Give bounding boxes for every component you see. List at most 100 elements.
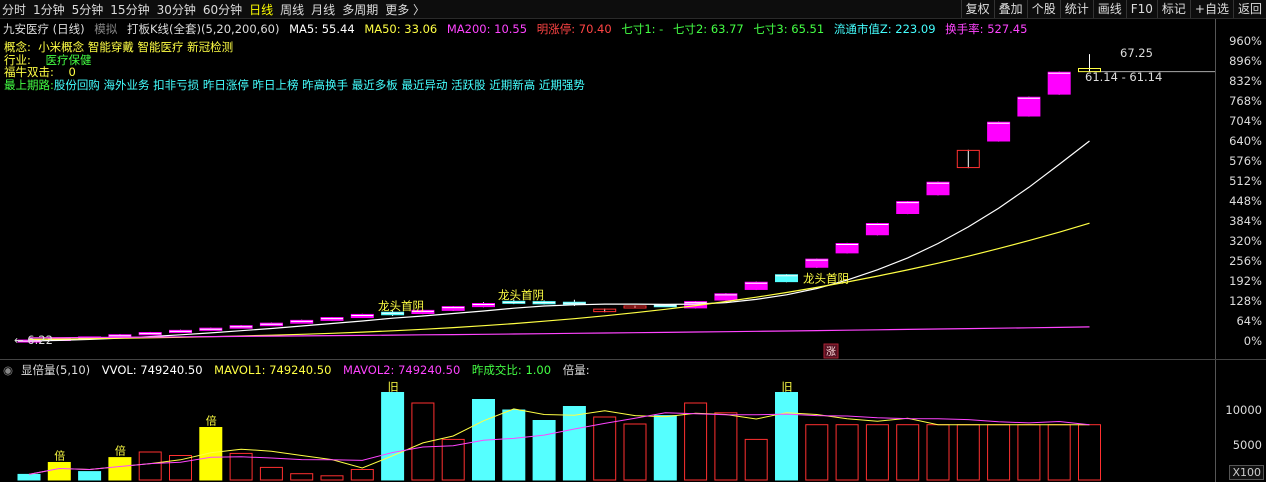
concept-value: 小米概念 智能穿戴 智能医疗 新冠检测 [38, 40, 234, 54]
volume-bar [1078, 424, 1101, 481]
ma200-value: MA200: 10.55 [446, 22, 528, 36]
period-tab-2[interactable]: 5分钟 [71, 2, 104, 17]
volume-panel[interactable]: 倍倍倍旧旧 ◉ 显倍量(5,10) VVOL: 749240.50 MAVOL1:… [0, 359, 1266, 482]
kline-panel[interactable]: 龙头首阴 龙头首阴 龙头首阴 67.25 61.14 - 61.14 ← 6.22 涨 九安… [0, 19, 1266, 359]
period-tab-10[interactable]: 更多 〉 [385, 2, 426, 17]
volume-bar [138, 451, 162, 481]
candle-body [593, 308, 617, 313]
period-tab-6[interactable]: 日线 [249, 2, 274, 17]
volume-chart[interactable]: 倍倍倍旧旧 [0, 360, 1216, 482]
tool-button-3[interactable]: 统计 [1059, 0, 1093, 18]
zhang-label: 涨 [826, 346, 836, 358]
volume-bar [502, 409, 526, 481]
price-axis-tick: 0% [1243, 334, 1262, 348]
mavol2-value: MAVOL2: 749240.50 [343, 363, 461, 377]
qc3-value: 七寸3: 65.51 [753, 22, 825, 36]
period-tab-9[interactable]: 多周期 [342, 2, 379, 17]
candle-body [472, 303, 495, 308]
volume-bar [805, 424, 829, 481]
dragon-label: 龙头首阴 [378, 299, 424, 313]
period-tab-5[interactable]: 60分钟 [202, 2, 243, 17]
candle-body [1047, 71, 1071, 95]
volume-bar [684, 402, 708, 481]
jiu-marker: 旧 [782, 381, 793, 394]
tool-button-0[interactable]: 复权 [960, 0, 994, 18]
tags-label: 最上期路: [4, 77, 54, 92]
vvol-value: VVOL: 749240.50 [101, 363, 203, 377]
tool-button-1[interactable]: 叠加 [993, 0, 1027, 18]
concept-label: 概念: [4, 40, 31, 54]
volume-axis-tick: 10000 [1225, 403, 1262, 417]
price-axis-tick: 704% [1229, 114, 1262, 128]
period-tab-8[interactable]: 月线 [311, 2, 336, 17]
mavol1-line [28, 408, 1090, 475]
tool-button-7[interactable]: +自选 [1189, 0, 1233, 18]
tags-value: 股份回购 海外业务 扣非亏损 昨日涨停 昨日上榜 昨高换手 最近多板 最近异动 … [53, 77, 585, 92]
tool-button-6[interactable]: 标记 [1156, 0, 1190, 18]
stock-name[interactable]: 九安医疗 (日线) [3, 22, 85, 36]
candle-body [805, 258, 829, 268]
volume-bar [865, 424, 889, 481]
qc2-value: 七寸2: 63.77 [672, 22, 744, 36]
candle-body [956, 149, 980, 169]
period-tab-3[interactable]: 15分钟 [110, 2, 150, 17]
ma50-value: MA50: 33.06 [364, 22, 438, 36]
ma50-line [28, 222, 1090, 340]
volume-bar [956, 424, 980, 481]
candle-body [350, 313, 374, 319]
price-axis-tick: 512% [1229, 174, 1262, 188]
candle-body [714, 293, 738, 301]
candle-body [775, 274, 798, 283]
volume-bar [78, 471, 102, 481]
period-tab-7[interactable]: 周线 [280, 2, 305, 17]
volume-bar [775, 392, 798, 481]
last-range-label: 61.14 - 61.14 [1085, 70, 1162, 84]
volume-legend: ◉ 显倍量(5,10) VVOL: 749240.50 MAVOL1: 74924… [3, 362, 598, 378]
vol-title[interactable]: 显倍量(5,10) [21, 363, 91, 377]
price-axis-tick: 832% [1229, 74, 1262, 88]
mode-label[interactable]: 模拟 [94, 22, 118, 36]
volume-bar [1047, 424, 1071, 481]
volume-axis: 10000 5000 [1215, 360, 1266, 482]
jiu-marker: 旧 [388, 381, 399, 394]
high-price-label: 67.25 [1120, 46, 1153, 60]
candle-body [865, 223, 889, 236]
indicator-name[interactable]: 打板K线(全套)(5,20,200,60) [126, 22, 280, 36]
tool-button-5[interactable]: F10 [1125, 0, 1157, 18]
vol-indicator-icon[interactable]: ◉ [3, 363, 14, 377]
tool-button-4[interactable]: 画线 [1092, 0, 1126, 18]
candle-body [835, 243, 859, 254]
volume-bar [320, 475, 344, 481]
price-axis-tick: 768% [1229, 94, 1262, 108]
dragon-label: 龙头首阴 [803, 271, 849, 285]
price-axis-tick: 192% [1229, 274, 1262, 288]
bei-marker: 倍 [115, 444, 126, 458]
volume-bar [835, 424, 859, 481]
volume-bar [169, 455, 192, 481]
volume-bar [714, 412, 738, 481]
period-tab-1[interactable]: 1分钟 [33, 2, 65, 17]
bei-marker: 倍 [54, 449, 65, 463]
price-axis-tick: 64% [1236, 314, 1262, 328]
bei-marker: 倍 [206, 414, 217, 428]
candle-body [411, 309, 435, 314]
mavol1-value: MAVOL1: 749240.50 [214, 363, 332, 377]
dragon-label: 龙头首阴 [498, 288, 544, 302]
tool-button-8[interactable]: 返回 [1232, 0, 1266, 18]
zhang-badge [823, 343, 839, 359]
mktcap-value: 流通市值Z: 223.09 [833, 22, 936, 36]
top-toolbar: 分时 1分钟 5分钟 15分钟 30分钟 60分钟 日线 周线 月线 多周期 更多 〉 复权 叠加 个股… [0, 0, 1266, 19]
fuliu-label: 福牛双击: [4, 65, 54, 79]
volume-bar [290, 473, 314, 481]
volume-bar [1017, 424, 1041, 481]
ma5-line [28, 140, 1090, 342]
period-tab-4[interactable]: 30分钟 [156, 2, 196, 17]
candle-body [623, 305, 647, 309]
price-axis-tick: 896% [1229, 54, 1262, 68]
ratio-value: 昨成交比: 1.00 [471, 363, 552, 377]
scale-badge[interactable]: X100 [1229, 465, 1264, 480]
tool-button-2[interactable]: 个股 [1026, 0, 1060, 18]
period-tab-0[interactable]: 分时 [2, 2, 27, 17]
turnover-value: 换手率: 527.45 [945, 22, 1028, 36]
